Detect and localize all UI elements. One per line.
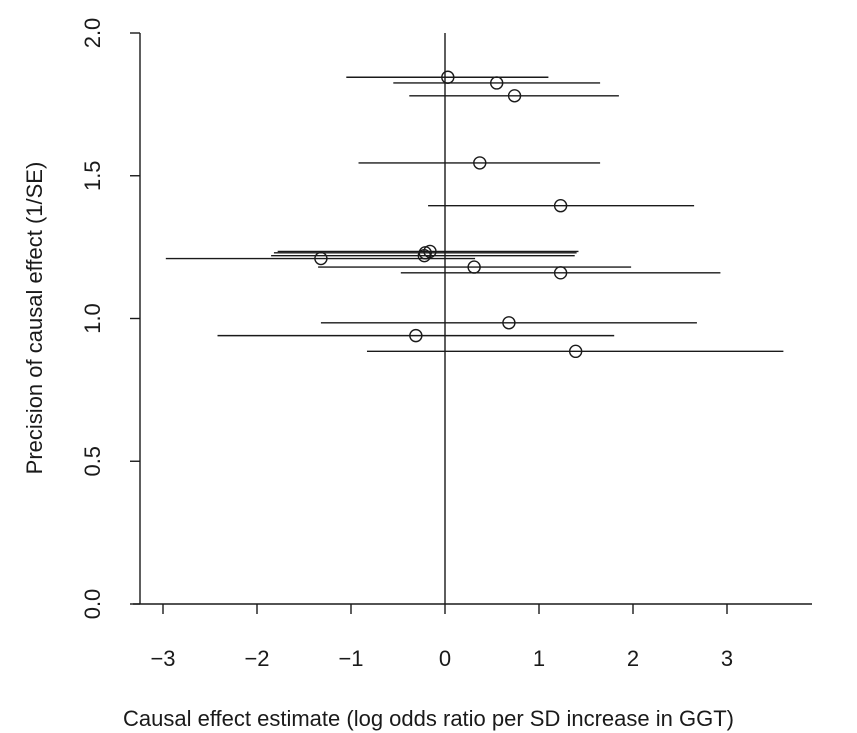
- axes: −3 −2 −1 0 1 2 3 0.0 0.5 1.0 1.5 2.0: [80, 18, 812, 671]
- x-tick-label: 3: [721, 646, 733, 671]
- x-tick-label: −2: [244, 646, 269, 671]
- data-point: [409, 328, 423, 343]
- x-tick-label: 1: [533, 646, 545, 671]
- data-point: [553, 266, 568, 280]
- y-tick-label: 0.0: [80, 589, 105, 620]
- x-tick-label: 0: [439, 646, 451, 671]
- x-tick-label: 2: [627, 646, 639, 671]
- data-points: [314, 70, 583, 359]
- x-tick-label: −3: [150, 646, 175, 671]
- y-tick-label: 1.5: [80, 160, 105, 191]
- y-tick-label: 0.5: [80, 446, 105, 477]
- data-point: [314, 251, 328, 266]
- data-point: [502, 316, 516, 330]
- y-tick-label: 1.0: [80, 303, 105, 334]
- data-point: [553, 199, 568, 213]
- y-axis-title: Precision of causal effect (1/SE): [22, 161, 47, 475]
- data-point: [490, 76, 504, 90]
- x-tick-label: −1: [338, 646, 363, 671]
- confidence-intervals: [165, 76, 784, 353]
- x-axis-title: Causal effect estimate (log odds ratio p…: [123, 706, 734, 731]
- y-tick-label: 2.0: [80, 18, 105, 49]
- data-point: [507, 89, 522, 103]
- data-point: [568, 344, 583, 359]
- data-point: [467, 260, 481, 274]
- data-point: [417, 248, 432, 263]
- data-point: [441, 70, 455, 84]
- data-point: [473, 156, 487, 170]
